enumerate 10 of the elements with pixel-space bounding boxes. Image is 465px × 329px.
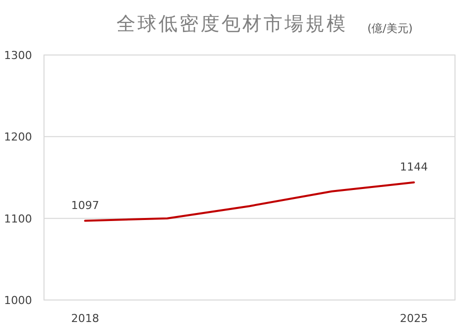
- x-tick-label: 2025: [400, 312, 428, 325]
- y-tick-label: 1100: [4, 212, 32, 226]
- chart-title: 全球低密度包材市場規模: [116, 13, 348, 35]
- y-tick-label: 1300: [4, 49, 32, 62]
- data-label: 1097: [71, 198, 100, 212]
- data-label: 1144: [400, 160, 428, 174]
- y-tick-label: 1000: [4, 294, 32, 307]
- chart-subtitle: (億/美元): [367, 22, 413, 35]
- y-tick-label: 1200: [4, 130, 32, 144]
- x-tick-label: 2018: [71, 312, 100, 325]
